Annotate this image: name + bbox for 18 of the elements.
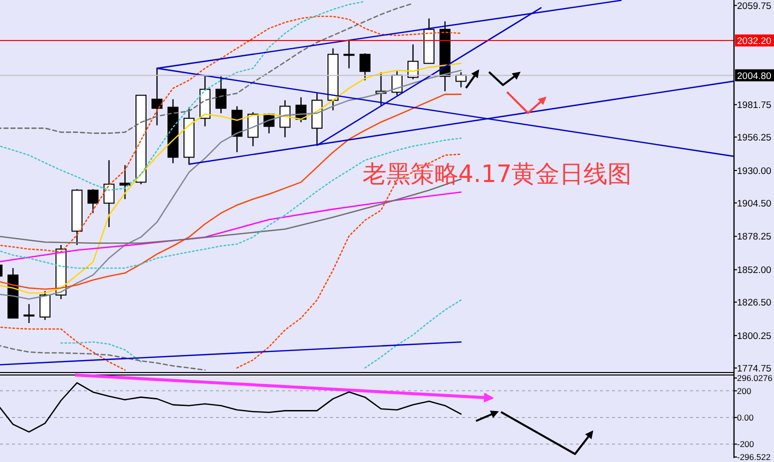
y-tick-label: 200 xyxy=(737,386,752,396)
annotation: 老黑策略4.17黄金日线图 xyxy=(362,160,632,188)
y-tick-label: -296.522 xyxy=(737,452,771,462)
y-tick-label: 1878.25 xyxy=(737,232,772,243)
ref-line-label: 2004.80 xyxy=(737,70,772,82)
y-tick-label: 1981.75 xyxy=(737,100,772,112)
y-tick-label: 296.0276 xyxy=(737,373,773,384)
y-tick-label: -200 xyxy=(737,439,754,450)
y-tick-label: 1774.75 xyxy=(737,363,772,374)
y-tick-label: 2059.75 xyxy=(737,0,772,12)
y-tick-label: 1904.50 xyxy=(737,198,772,210)
y-tick-label: 1956.25 xyxy=(737,132,772,144)
ref-line-label: 2032.20 xyxy=(737,36,772,47)
y-tick-label: 1930.00 xyxy=(737,166,772,177)
y-tick-label: 1800.25 xyxy=(737,330,772,342)
y-tick-label: 0.00 xyxy=(737,412,754,423)
y-tick-label: 1852.00 xyxy=(737,265,772,276)
y-tick-label: 1826.50 xyxy=(737,298,772,309)
